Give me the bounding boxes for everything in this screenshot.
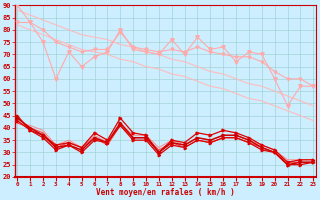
X-axis label: Vent moyen/en rafales ( km/h ): Vent moyen/en rafales ( km/h ) — [96, 188, 235, 197]
